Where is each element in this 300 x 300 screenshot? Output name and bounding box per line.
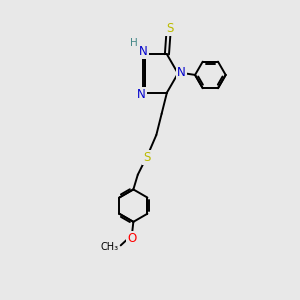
Text: S: S (143, 151, 150, 164)
Text: CH₃: CH₃ (101, 242, 119, 252)
Text: N: N (177, 66, 186, 80)
Text: N: N (139, 46, 148, 59)
Text: N: N (137, 88, 146, 100)
Text: O: O (127, 232, 136, 245)
Text: S: S (166, 22, 174, 35)
Text: H: H (130, 38, 137, 48)
